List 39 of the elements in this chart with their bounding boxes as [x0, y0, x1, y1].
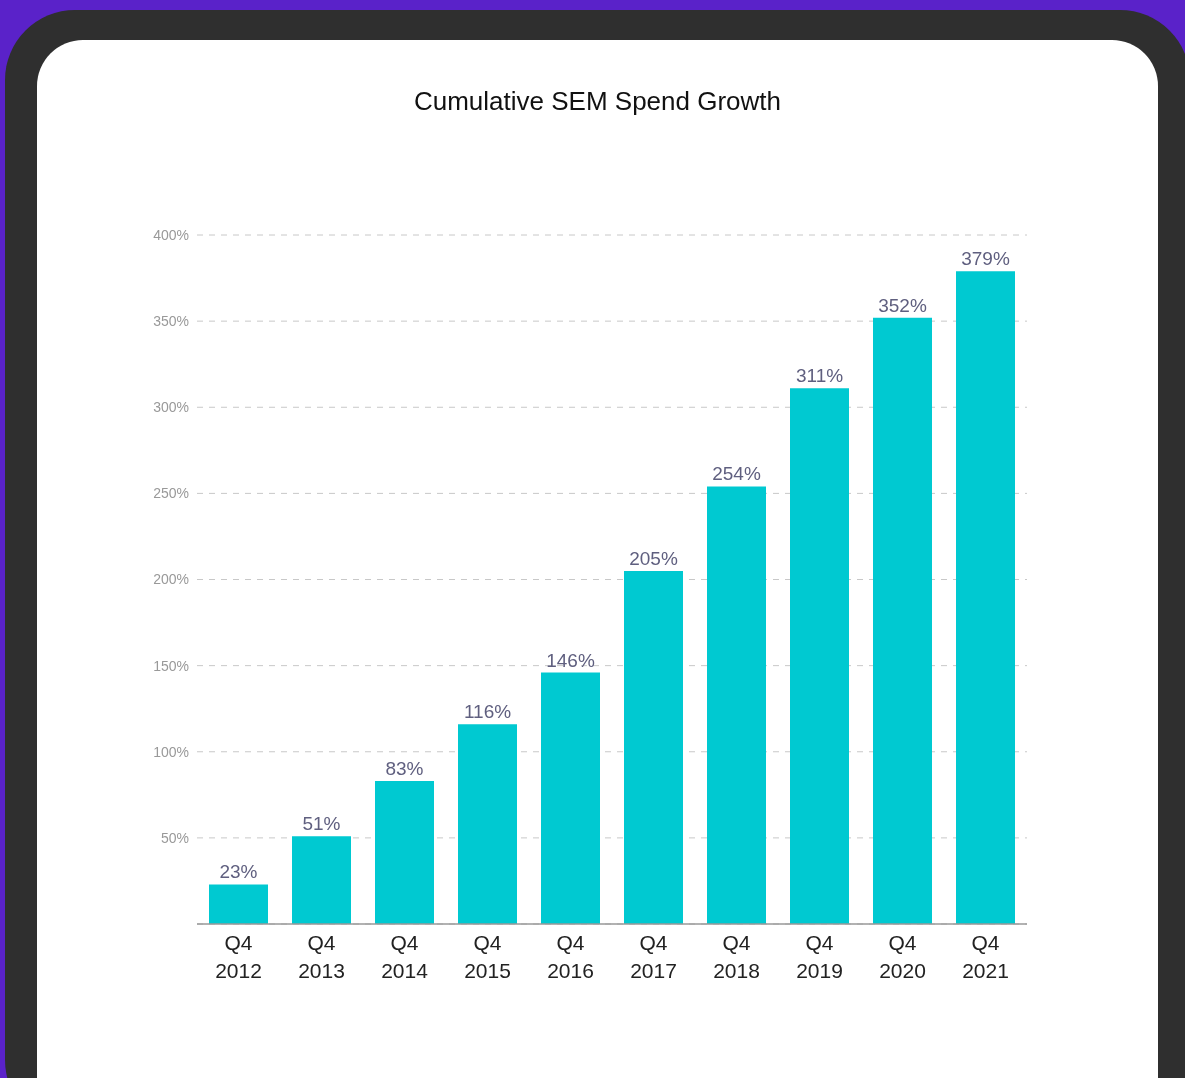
data-label: 146% — [546, 649, 595, 671]
bar — [458, 724, 517, 924]
data-label: 352% — [878, 294, 927, 316]
data-label: 51% — [302, 813, 341, 835]
bar — [292, 836, 351, 924]
bar — [956, 271, 1015, 924]
x-tick-label: Q4 2016 — [547, 931, 594, 982]
bar — [707, 486, 766, 924]
x-tick-label: Q4 2020 — [879, 931, 926, 982]
data-label: 379% — [961, 248, 1010, 270]
data-label: 205% — [629, 547, 678, 569]
y-tick-label: 350% — [153, 313, 189, 330]
data-label: 254% — [712, 463, 761, 485]
x-tick-label: Q4 2018 — [713, 931, 760, 982]
x-tick-label: Q4 2013 — [298, 931, 345, 982]
x-tick-label: Q4 2012 — [215, 931, 262, 982]
y-tick-label: 100% — [153, 743, 189, 760]
x-tick-label: Q4 2021 — [962, 931, 1009, 982]
x-tick-label: Q4 2014 — [381, 931, 429, 982]
bar — [790, 388, 849, 924]
bar — [209, 884, 268, 924]
data-label: 23% — [219, 861, 258, 883]
data-label: 116% — [463, 701, 512, 723]
y-tick-label: 150% — [153, 657, 189, 674]
data-label: 311% — [795, 365, 844, 387]
x-tick-label: Q4 2017 — [630, 931, 677, 982]
x-tick-label: Q4 2019 — [796, 931, 843, 982]
bar — [624, 570, 683, 924]
data-label: 83% — [385, 758, 424, 780]
y-tick-label: 50% — [160, 829, 189, 846]
bar — [873, 317, 932, 924]
x-tick-label: Q4 2015 — [464, 931, 511, 982]
bar — [375, 781, 434, 924]
chart-title: Cumulative SEM Spend Growth — [412, 86, 782, 117]
y-tick-label: 250% — [153, 485, 189, 502]
bar — [541, 672, 600, 924]
y-tick-label: 200% — [153, 571, 189, 588]
y-tick-label: 400% — [153, 226, 189, 243]
y-tick-label: 300% — [153, 399, 189, 416]
